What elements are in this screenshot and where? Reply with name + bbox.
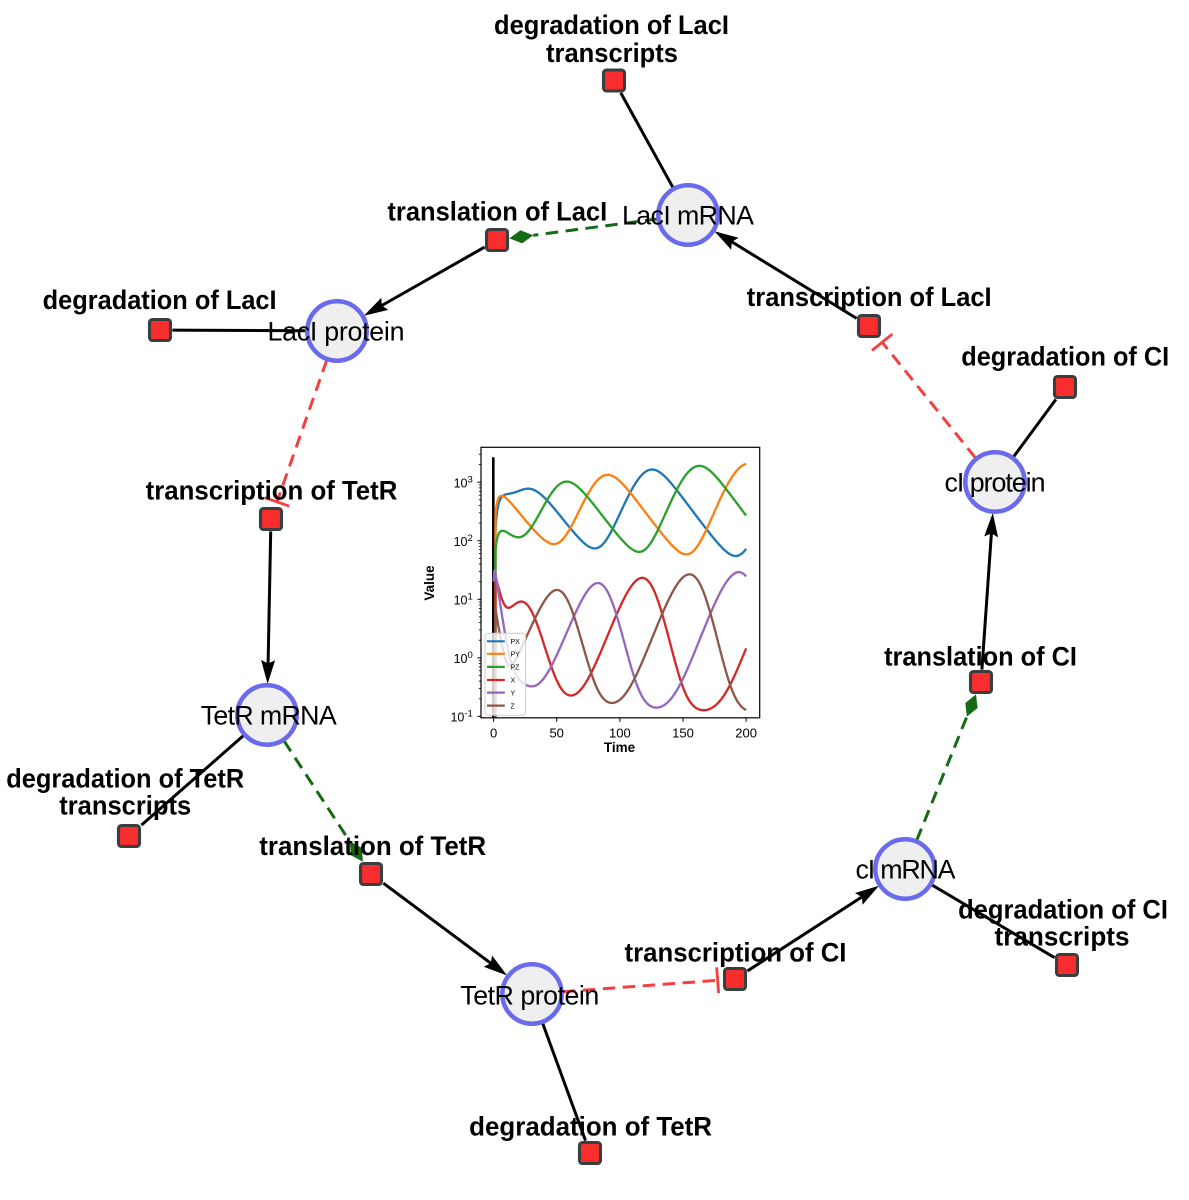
- svg-text:transcripts: transcripts: [994, 921, 1129, 951]
- svg-text:translation of CI: translation of CI: [884, 641, 1077, 672]
- svg-text:PZ: PZ: [511, 665, 521, 672]
- svg-text:cI protein: cI protein: [945, 467, 1046, 497]
- svg-text:degradation of TetR: degradation of TetR: [469, 1111, 712, 1141]
- svg-text:degradation of TetR: degradation of TetR: [6, 763, 244, 794]
- svg-text:cI mRNA: cI mRNA: [856, 854, 956, 884]
- svg-text:LacI protein: LacI protein: [268, 316, 405, 346]
- svg-text:Z: Z: [511, 703, 516, 710]
- svg-text:transcription of CI: transcription of CI: [625, 937, 847, 967]
- svg-text:transcription of TetR: transcription of TetR: [146, 475, 398, 505]
- svg-text:50: 50: [549, 726, 563, 741]
- svg-text:TetR protein: TetR protein: [460, 980, 599, 1010]
- svg-text:degradation of CI: degradation of CI: [961, 343, 1169, 372]
- svg-text:degradation of CI: degradation of CI: [958, 894, 1168, 925]
- svg-text:Time: Time: [604, 740, 636, 755]
- svg-text:translation of LacI: translation of LacI: [387, 196, 607, 227]
- svg-text:PX: PX: [511, 639, 521, 646]
- svg-text:200: 200: [735, 726, 757, 741]
- svg-text:PY: PY: [511, 652, 521, 659]
- svg-text:150: 150: [672, 726, 694, 741]
- svg-text:transcripts: transcripts: [546, 38, 678, 69]
- svg-text:LacI mRNA: LacI mRNA: [622, 200, 754, 230]
- svg-text:translation of TetR: translation of TetR: [259, 831, 486, 861]
- svg-text:transcripts: transcripts: [59, 790, 191, 821]
- svg-text:degradation of LacI: degradation of LacI: [43, 285, 277, 316]
- svg-text:Value: Value: [422, 565, 437, 601]
- svg-text:transcription of LacI: transcription of LacI: [747, 282, 992, 313]
- svg-text:100: 100: [609, 726, 631, 741]
- svg-text:X: X: [511, 678, 516, 685]
- svg-text:TetR mRNA: TetR mRNA: [201, 700, 337, 730]
- svg-text:Y: Y: [511, 690, 516, 697]
- svg-text:0: 0: [490, 726, 497, 741]
- svg-text:degradation of LacI: degradation of LacI: [494, 10, 729, 41]
